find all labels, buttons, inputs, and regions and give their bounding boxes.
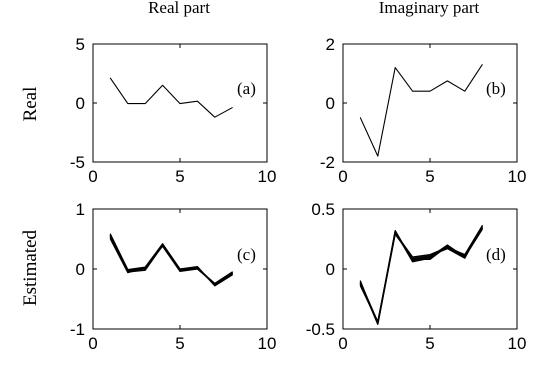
series-line bbox=[359, 227, 483, 325]
column-title-real-part: Real part bbox=[148, 0, 210, 17]
x-tick-label: 10 bbox=[508, 167, 527, 186]
x-tick-label: 0 bbox=[338, 334, 347, 353]
series-line bbox=[109, 77, 233, 118]
series-line bbox=[109, 238, 233, 285]
x-tick-label: 10 bbox=[508, 334, 527, 353]
series-line bbox=[109, 237, 233, 286]
series-line bbox=[109, 235, 233, 286]
panel-label: (c) bbox=[237, 245, 256, 264]
panel-label: (a) bbox=[237, 79, 256, 98]
panel-label: (d) bbox=[486, 245, 506, 264]
axes-frame bbox=[342, 208, 518, 330]
row-title-real: Real bbox=[20, 87, 41, 122]
x-tick-label: 5 bbox=[425, 334, 434, 353]
y-tick-label: -1 bbox=[70, 320, 85, 339]
series-line bbox=[359, 227, 483, 323]
column-title-imaginary-part: Imaginary part bbox=[379, 0, 480, 17]
y-tick-label: -5 bbox=[70, 153, 85, 172]
y-tick-label: 0 bbox=[326, 260, 335, 279]
y-tick-label: 0.5 bbox=[311, 200, 335, 219]
series-line bbox=[359, 64, 483, 157]
x-tick-label: 5 bbox=[175, 167, 184, 186]
y-tick-label: 0 bbox=[76, 260, 85, 279]
series-line bbox=[359, 228, 483, 324]
x-tick-label: 0 bbox=[88, 167, 97, 186]
axes-frame bbox=[342, 43, 518, 163]
panel-label: (b) bbox=[486, 79, 506, 98]
x-tick-label: 5 bbox=[425, 167, 434, 186]
y-tick-label: 0 bbox=[326, 94, 335, 113]
series-line bbox=[109, 233, 233, 287]
series-line bbox=[109, 235, 233, 286]
x-tick-label: 10 bbox=[258, 334, 277, 353]
x-tick-label: 0 bbox=[88, 334, 97, 353]
y-tick-label: -2 bbox=[320, 153, 335, 172]
y-tick-label: 0 bbox=[76, 94, 85, 113]
x-tick-label: 10 bbox=[258, 167, 277, 186]
y-tick-label: 1 bbox=[76, 200, 85, 219]
y-tick-label: 2 bbox=[326, 35, 335, 54]
y-tick-label: -0.5 bbox=[306, 320, 335, 339]
series-line bbox=[359, 225, 483, 325]
chart-panel: 0 5 100.50-0.5(d) bbox=[306, 200, 527, 353]
x-tick-label: 5 bbox=[175, 334, 184, 353]
series-line bbox=[359, 226, 483, 324]
series-line bbox=[359, 225, 483, 323]
y-tick-label: 5 bbox=[76, 35, 85, 54]
row-title-estimated: Estimated bbox=[20, 230, 41, 306]
x-tick-label: 0 bbox=[338, 167, 347, 186]
